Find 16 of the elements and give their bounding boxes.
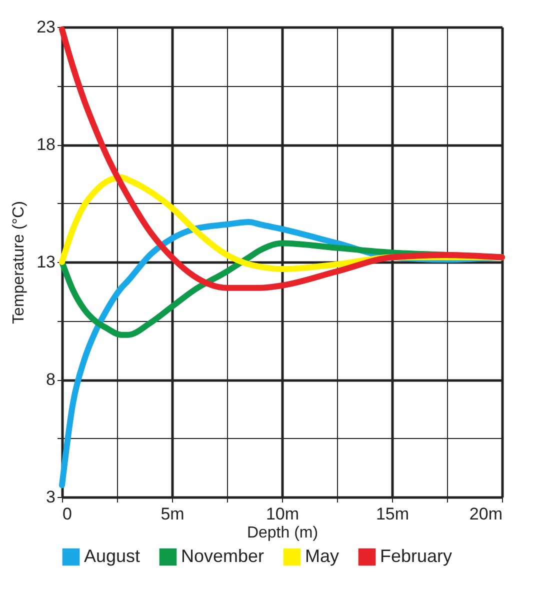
y-tick-label: 23	[36, 18, 56, 36]
x-tick-label: 10m	[266, 504, 300, 524]
legend-label: May	[305, 546, 340, 566]
legend-label: August	[84, 546, 140, 566]
x-tick-label: 5m	[160, 504, 184, 524]
y-tick-label: 13	[36, 252, 56, 272]
legend-label: November	[181, 546, 264, 566]
y-tick-label: 8	[46, 370, 56, 389]
y-tick-label: 3	[46, 488, 56, 506]
x-tick-label: 20m	[469, 504, 502, 524]
x-tick-label: 15m	[376, 504, 410, 524]
x-tick-label: 0	[62, 504, 72, 524]
y-axis-title: Temperature (°C)	[10, 201, 28, 324]
x-axis-title: Depth (m)	[246, 524, 318, 542]
y-tick-label: 18	[36, 135, 56, 154]
legend-label: February	[380, 546, 452, 566]
